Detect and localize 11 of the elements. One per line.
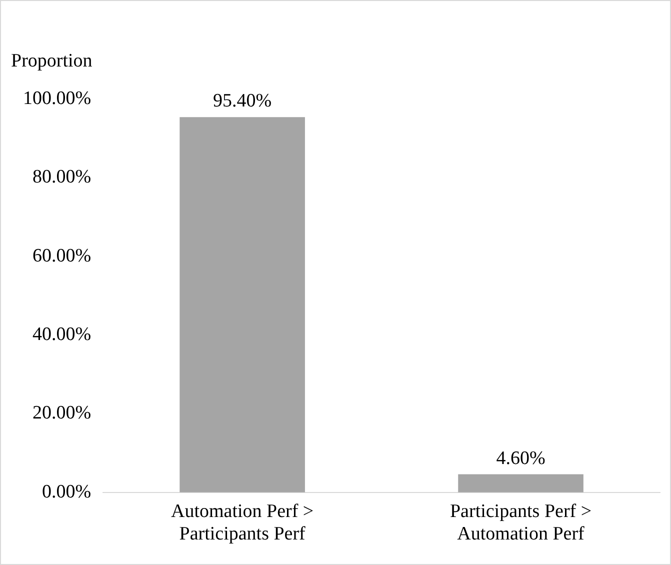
x-tick-label: Participants Perf > Automation Perf xyxy=(450,500,592,545)
y-tick-label: 60.00% xyxy=(32,245,92,266)
y-tick-label: 100.00% xyxy=(23,88,92,109)
y-tick-label: 80.00% xyxy=(32,166,92,188)
y-axis-title: Proportion xyxy=(11,50,93,72)
y-tick-label: 20.00% xyxy=(32,402,92,424)
x-tick-label: Automation Perf > Participants Perf xyxy=(170,500,314,545)
data-label: 4.60% xyxy=(496,448,546,469)
data-label: 95.40% xyxy=(213,90,272,112)
y-tick-label: 0.00% xyxy=(42,481,92,502)
y-tick-label: 40.00% xyxy=(32,324,92,346)
